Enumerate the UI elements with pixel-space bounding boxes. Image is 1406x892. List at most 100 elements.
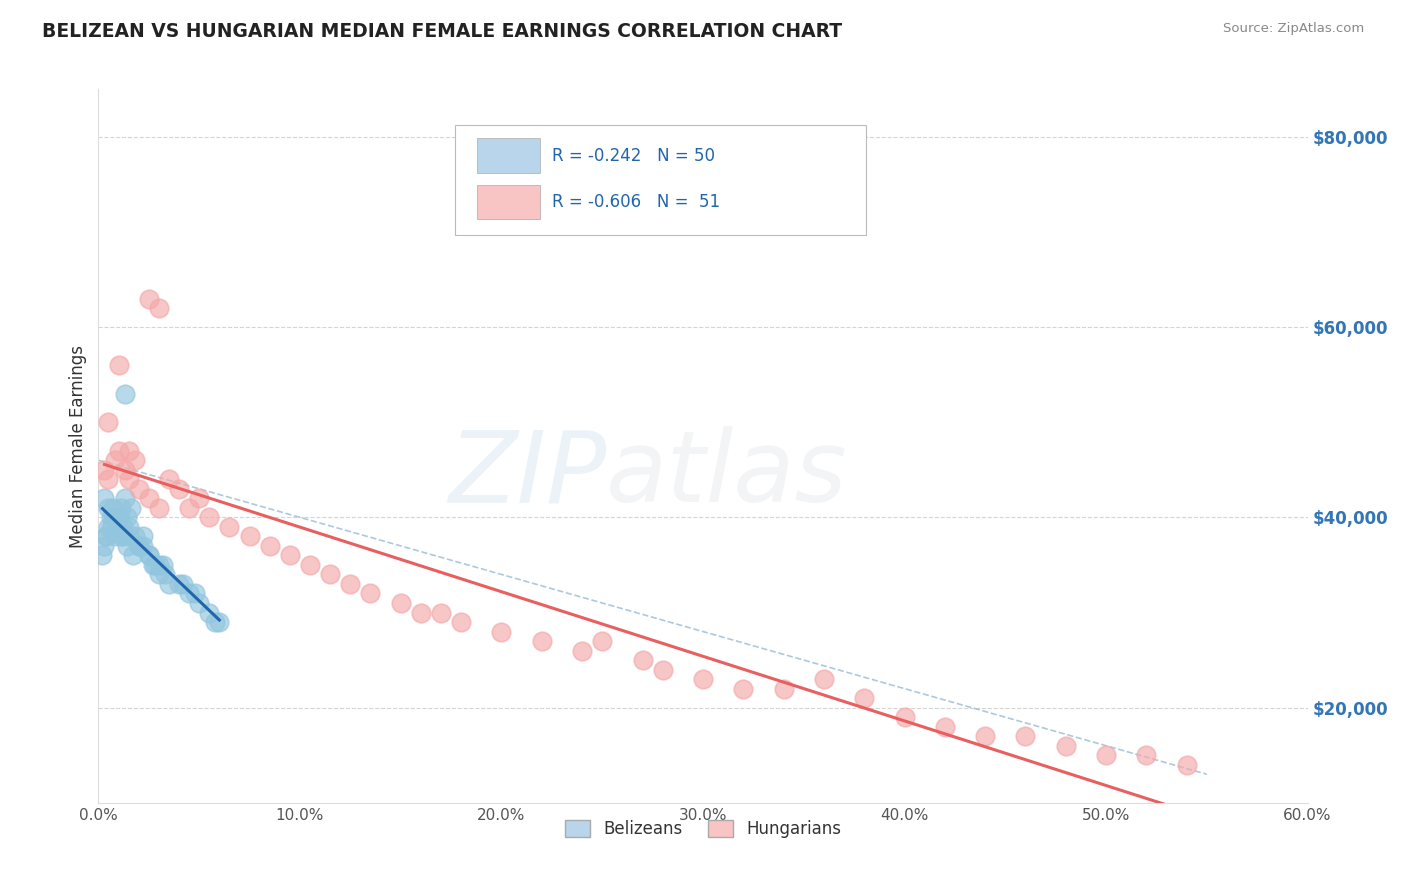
- Point: [1175, 757, 1198, 772]
- Point: [110, 500, 132, 515]
- FancyBboxPatch shape: [477, 138, 540, 173]
- Point: [631, 653, 654, 667]
- Point: [167, 482, 190, 496]
- Point: [138, 549, 160, 563]
- Text: ZIP: ZIP: [449, 426, 606, 523]
- Point: [733, 681, 755, 696]
- Point: [148, 567, 170, 582]
- Legend: Belizeans, Hungarians: Belizeans, Hungarians: [558, 813, 848, 845]
- Point: [115, 510, 138, 524]
- Point: [339, 577, 361, 591]
- Point: [148, 500, 170, 515]
- Point: [389, 596, 412, 610]
- Point: [101, 510, 124, 524]
- Point: [100, 510, 122, 524]
- Point: [118, 529, 141, 543]
- Point: [974, 729, 997, 743]
- Y-axis label: Median Female Earnings: Median Female Earnings: [69, 344, 87, 548]
- Point: [360, 586, 382, 600]
- Point: [128, 539, 150, 553]
- Point: [198, 606, 221, 620]
- Point: [530, 634, 553, 648]
- Point: [772, 681, 794, 696]
- Point: [101, 500, 124, 515]
- Point: [409, 606, 432, 620]
- Point: [934, 720, 956, 734]
- Point: [132, 529, 155, 543]
- Point: [138, 292, 160, 306]
- Point: [430, 606, 453, 620]
- Point: [111, 520, 134, 534]
- Point: [1135, 748, 1157, 763]
- Point: [278, 549, 301, 563]
- Point: [111, 529, 134, 543]
- Point: [218, 520, 240, 534]
- Point: [96, 529, 118, 543]
- Point: [153, 567, 176, 582]
- Point: [91, 549, 114, 563]
- FancyBboxPatch shape: [477, 185, 540, 219]
- Point: [138, 549, 160, 563]
- Point: [118, 520, 141, 534]
- Point: [157, 472, 180, 486]
- Point: [107, 510, 129, 524]
- Point: [138, 491, 160, 506]
- FancyBboxPatch shape: [456, 125, 866, 235]
- Text: R = -0.606   N =  51: R = -0.606 N = 51: [551, 193, 720, 211]
- Point: [114, 491, 136, 506]
- Point: [128, 482, 150, 496]
- Point: [172, 577, 194, 591]
- Point: [124, 453, 146, 467]
- Point: [157, 577, 180, 591]
- Text: R = -0.242   N = 50: R = -0.242 N = 50: [551, 146, 714, 164]
- Point: [179, 586, 201, 600]
- Point: [97, 472, 120, 486]
- Point: [121, 549, 143, 563]
- Point: [239, 529, 262, 543]
- Point: [118, 443, 141, 458]
- Point: [204, 615, 226, 629]
- Point: [132, 539, 155, 553]
- Point: [103, 529, 125, 543]
- Point: [813, 672, 835, 686]
- Point: [93, 491, 115, 506]
- Point: [97, 520, 120, 534]
- Point: [118, 472, 141, 486]
- Point: [179, 500, 201, 515]
- Point: [893, 710, 915, 724]
- Point: [319, 567, 342, 582]
- Point: [93, 463, 115, 477]
- Point: [692, 672, 714, 686]
- Point: [93, 539, 115, 553]
- Point: [1014, 729, 1036, 743]
- Point: [853, 691, 876, 706]
- Point: [148, 558, 170, 572]
- Point: [103, 453, 125, 467]
- Point: [491, 624, 513, 639]
- Point: [124, 529, 146, 543]
- Point: [107, 358, 129, 372]
- Point: [152, 558, 174, 572]
- Point: [100, 520, 122, 534]
- Point: [120, 500, 142, 515]
- Point: [259, 539, 281, 553]
- Point: [142, 558, 165, 572]
- Point: [114, 386, 136, 401]
- Point: [115, 539, 138, 553]
- Point: [96, 529, 118, 543]
- Point: [97, 415, 120, 429]
- Text: Source: ZipAtlas.com: Source: ZipAtlas.com: [1223, 22, 1364, 36]
- Point: [148, 301, 170, 315]
- Text: atlas: atlas: [606, 426, 848, 523]
- Point: [188, 491, 211, 506]
- Point: [188, 596, 211, 610]
- Point: [143, 558, 166, 572]
- Point: [198, 510, 221, 524]
- Point: [114, 463, 136, 477]
- Point: [591, 634, 613, 648]
- Point: [571, 643, 593, 657]
- Point: [103, 510, 125, 524]
- Point: [1095, 748, 1118, 763]
- Point: [208, 615, 231, 629]
- Point: [184, 586, 207, 600]
